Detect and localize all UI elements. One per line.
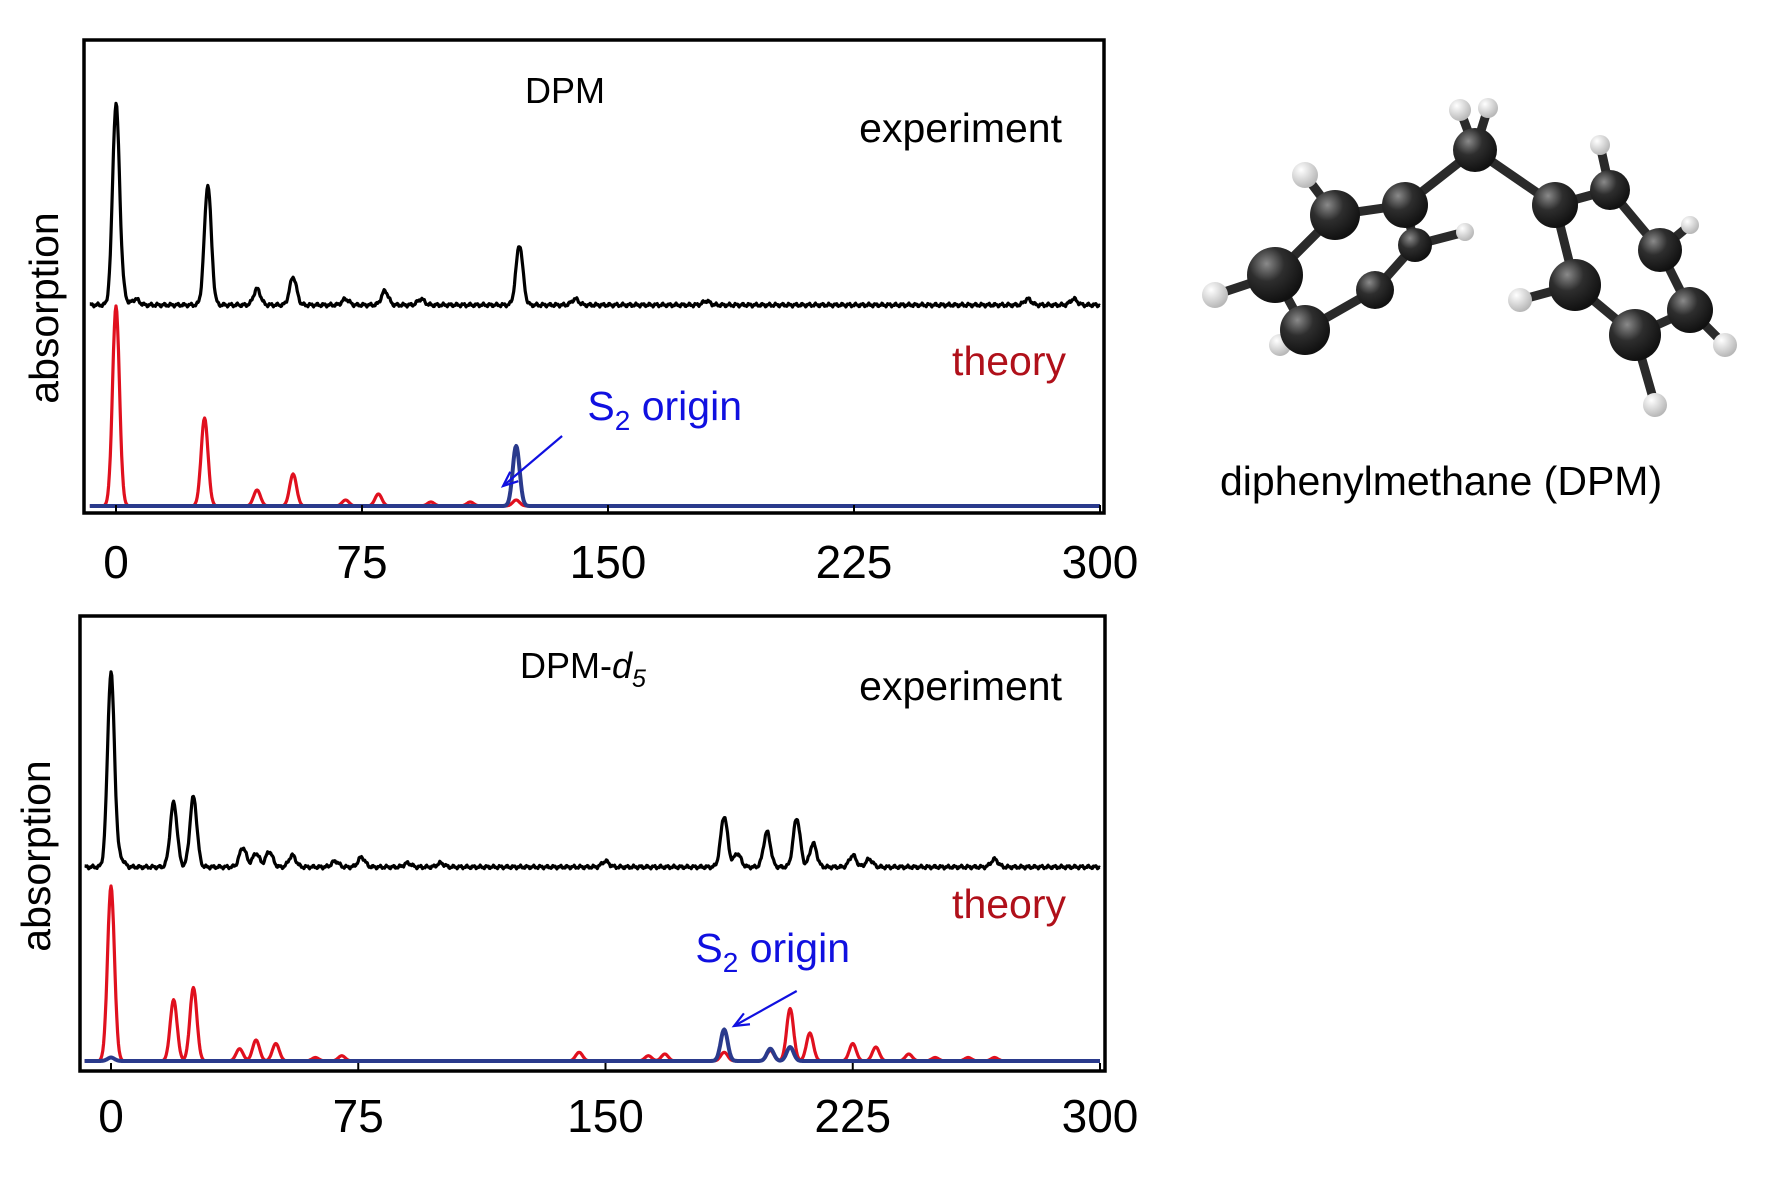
arrow-head bbox=[731, 1012, 751, 1028]
carbon-atom bbox=[1398, 228, 1432, 262]
s2-origin-word: origin bbox=[738, 925, 850, 971]
title-subscript: 5 bbox=[632, 665, 646, 693]
hydrogen-atom bbox=[1202, 282, 1228, 308]
carbon-atom bbox=[1549, 259, 1601, 311]
carbon-atom bbox=[1310, 190, 1360, 240]
s2-origin-label: S2 origin bbox=[587, 383, 742, 436]
s2-origin-label: S2 origin bbox=[695, 925, 850, 978]
hydrogen-atom bbox=[1508, 288, 1532, 312]
s2-subscript: 2 bbox=[615, 405, 631, 436]
molecule-atoms bbox=[1202, 98, 1737, 417]
molecule-caption: diphenylmethane (DPM) bbox=[1220, 458, 1663, 504]
hydrogen-atom bbox=[1590, 135, 1610, 155]
panel-title: DPM-d5 bbox=[520, 645, 646, 693]
series-experiment-line bbox=[83, 670, 1101, 871]
plot-frame bbox=[78, 614, 1107, 1073]
theory-label: theory bbox=[952, 338, 1066, 384]
experiment-label: experiment bbox=[859, 105, 1062, 151]
carbon-atom bbox=[1280, 305, 1330, 355]
x-axis-ticks: 0 75 150 225 300 bbox=[98, 1063, 1138, 1142]
s2-symbol: S bbox=[695, 925, 722, 971]
carbon-atom bbox=[1247, 247, 1303, 303]
theory-label: theory bbox=[952, 881, 1066, 927]
hydrogen-atom bbox=[1681, 216, 1699, 234]
x-axis-ticks: 0 75 150 225 300 bbox=[103, 505, 1138, 588]
y-axis-label: absorption bbox=[13, 760, 59, 951]
x-tick-label: 0 bbox=[98, 1090, 124, 1142]
carbon-atom bbox=[1590, 170, 1630, 210]
carbon-atom bbox=[1609, 309, 1661, 361]
x-tick-label: 75 bbox=[333, 1090, 384, 1142]
s2-origin-word: origin bbox=[630, 383, 742, 429]
molecule-ball-and-stick-icon bbox=[1202, 98, 1737, 417]
series-s2-line bbox=[83, 1027, 1102, 1063]
series-experiment-line bbox=[89, 101, 1101, 309]
experiment-label: experiment bbox=[859, 663, 1062, 709]
x-tick-label: 300 bbox=[1062, 536, 1139, 588]
s2-annotation-arrow bbox=[731, 990, 798, 1028]
carbon-atom bbox=[1382, 182, 1428, 228]
title-italic: d bbox=[612, 645, 633, 686]
plot-frame bbox=[82, 38, 1106, 515]
x-tick-label: 75 bbox=[336, 536, 387, 588]
arrow-head bbox=[500, 471, 519, 488]
x-tick-label: 225 bbox=[814, 1090, 891, 1142]
x-tick-label: 225 bbox=[816, 536, 893, 588]
s2-subscript: 2 bbox=[723, 947, 739, 978]
panel-dpm-d5: DPM-d5 experiment theory S2 origin absor… bbox=[13, 614, 1138, 1142]
hydrogen-atom bbox=[1292, 162, 1318, 188]
hydrogen-atom bbox=[1449, 99, 1471, 121]
carbon-atom bbox=[1532, 182, 1578, 228]
carbon-atom bbox=[1453, 128, 1497, 172]
x-tick-label: 0 bbox=[103, 536, 129, 588]
hydrogen-atom bbox=[1643, 393, 1667, 417]
series-s2-line bbox=[88, 444, 1102, 508]
s2-symbol: S bbox=[587, 383, 614, 429]
carbon-atom bbox=[1638, 228, 1682, 272]
hydrogen-atom bbox=[1478, 98, 1498, 118]
trace-layer bbox=[88, 101, 1102, 508]
x-tick-label: 300 bbox=[1062, 1090, 1139, 1142]
panel-dpm: DPM experiment theory S2 origin absorpti… bbox=[21, 38, 1138, 588]
trace-layer bbox=[83, 670, 1102, 1063]
title-main: DPM- bbox=[520, 645, 612, 686]
carbon-atom bbox=[1356, 271, 1394, 309]
x-tick-label: 150 bbox=[567, 1090, 644, 1142]
arrow-shaft bbox=[502, 435, 563, 487]
s2-annotation-arrow bbox=[500, 435, 563, 488]
hydrogen-atom bbox=[1713, 333, 1737, 357]
arrow-shaft bbox=[733, 990, 798, 1027]
y-axis-label: absorption bbox=[21, 212, 67, 403]
carbon-atom bbox=[1667, 287, 1713, 333]
x-tick-label: 150 bbox=[570, 536, 647, 588]
hydrogen-atom bbox=[1456, 223, 1474, 241]
panel-title: DPM bbox=[525, 70, 605, 111]
series-theory-line bbox=[83, 884, 1101, 1063]
